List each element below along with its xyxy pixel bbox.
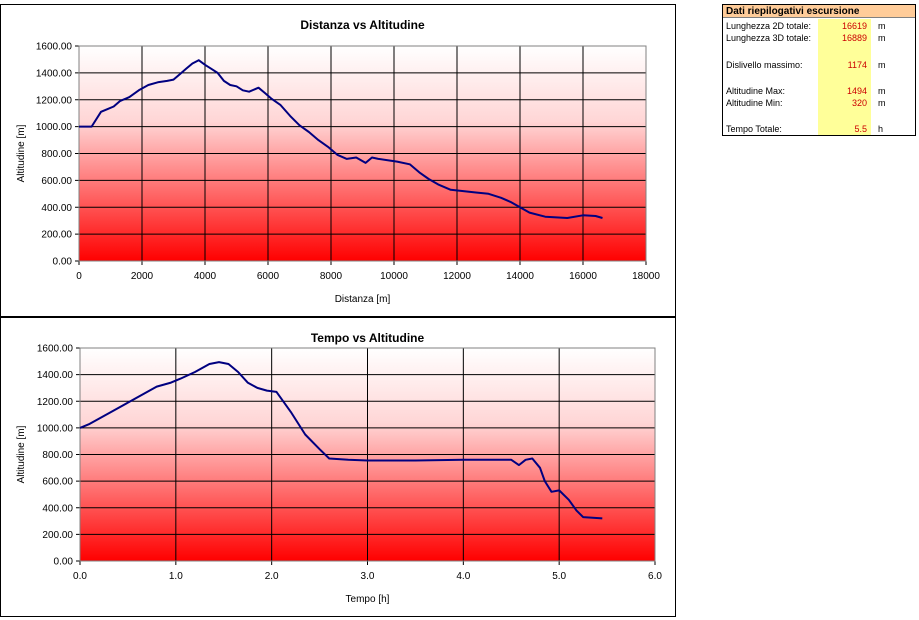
y-tick-label: 1200.00 [36,95,73,106]
y-tick-label: 1000.00 [36,122,73,133]
y-tick-label: 400.00 [41,203,72,214]
x-tick-label: 5.0 [552,571,566,582]
x-tick-label: 10000 [380,271,408,282]
x-tick-label: 12000 [443,271,471,282]
y-tick-label: 600.00 [41,176,72,187]
chart-title: Tempo vs Altitudine [311,331,425,345]
y-tick-label: 200.00 [42,530,73,541]
y-tick-label: 600.00 [42,477,73,488]
y-axis-label: Altitudine [m] [16,425,27,483]
chart-tempo-altitudine: 0.00 200.00 400.00 600.00 800.00 1000.00 1200.… [0,317,676,617]
chart-distanza-altitudine-svg: 0.00 200.00 400.00 600.00 800.00 1000.00 1200.… [16,18,660,305]
summary-unit: h [878,124,884,134]
summary-title: Dati riepilogativi escursione [723,5,915,18]
summary-unit: m [878,21,886,31]
summary-row-alt-min: Altitudine Min: 320 m [723,97,915,109]
y-tick-label: 1200.00 [37,397,74,408]
x-tick-label: 0.0 [73,571,87,582]
summary-label: Tempo Totale: [726,124,782,134]
y-tick-label: 1000.00 [37,423,74,434]
x-tick-label: 4.0 [456,571,470,582]
chart-title: Distanza vs Altitudine [300,18,425,32]
x-axis-label: Tempo [h] [346,594,390,605]
x-tick-label: 4000 [194,271,217,282]
y-tick-label: 1600.00 [37,344,74,355]
plot-border [79,347,656,562]
x-tick-label: 3.0 [361,571,375,582]
y-tick-label: 800.00 [41,149,72,160]
x-tick-label: 8000 [320,271,343,282]
series-line [79,59,603,219]
summary-value: 1174 [847,60,867,70]
x-tick-label: 14000 [506,271,534,282]
y-tick-label: 1400.00 [36,68,73,79]
summary-unit: m [878,86,886,96]
y-tick-label: 0.00 [53,257,73,268]
summary-table: Dati riepilogativi escursione Lunghezza … [722,4,916,136]
summary-label: Altitudine Min: [726,98,783,108]
summary-value: 320 [851,98,867,108]
plot-border [78,45,647,262]
summary-label: Altitudine Max: [726,86,786,96]
summary-unit: m [878,33,886,43]
x-tick-label: 18000 [632,271,660,282]
series-line [79,361,603,520]
y-tick-label: 200.00 [41,230,72,241]
summary-row-total-time: Tempo Totale: 5.5 h [723,123,915,135]
summary-label: Lunghezza 3D totale: [726,33,812,43]
y-tick-label: 800.00 [42,450,73,461]
summary-value: 16619 [841,21,867,31]
x-tick-label: 6000 [257,271,280,282]
x-tick-label: 2.0 [265,571,279,582]
chart-distanza-altitudine: 0.00 200.00 400.00 600.00 800.00 1000.00 1200.… [0,4,676,317]
chart-tempo-altitudine-svg: 0.00 200.00 400.00 600.00 800.00 1000.00 1200.… [16,331,662,605]
y-tick-label: 400.00 [42,503,73,514]
summary-row-alt-max: Altitudine Max: 1494 m [723,85,915,97]
summary-value: 16889 [841,33,867,43]
x-tick-label: 1.0 [169,571,183,582]
y-axis-label: Altitudine [m] [16,124,27,182]
summary-label: Lunghezza 2D totale: [726,21,812,31]
y-tick-label: 1600.00 [36,42,73,53]
x-tick-label: 16000 [569,271,597,282]
y-tick-label: 0.00 [54,557,74,568]
summary-row-max-drop: Dislivello massimo: 1174 m [723,59,915,71]
summary-value-column [818,19,871,135]
summary-row-3d-length: Lunghezza 3D totale: 16889 m [723,32,915,44]
x-tick-label: 6.0 [648,571,662,582]
summary-value: 1494 [846,86,867,96]
x-tick-label: 2000 [131,271,154,282]
summary-unit: m [878,98,886,108]
summary-unit: m [878,60,886,70]
x-axis-label: Distanza [m] [335,294,391,305]
summary-row-2d-length: Lunghezza 2D totale: 16619 m [723,20,915,32]
summary-value: 5.5 [854,124,867,134]
summary-label: Dislivello massimo: [726,60,803,70]
x-tick-label: 0 [76,271,82,282]
y-tick-label: 1400.00 [37,370,74,381]
